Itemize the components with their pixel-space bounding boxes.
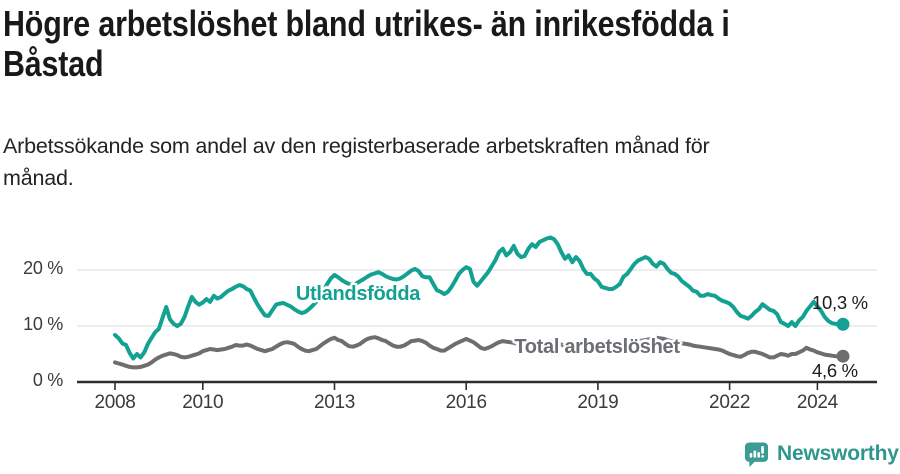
series-end-dot (836, 317, 850, 331)
series-label-total-arbetsloshet: Total arbetslöshet (514, 336, 680, 358)
newsworthy-brand-text: Newsworthy (777, 442, 899, 465)
end-value-label-total: 4,6 % (812, 360, 858, 381)
series-label-utlandsfodda: Utlandsfödda (295, 283, 421, 305)
chart-subtitle: Arbetssökande som andel av den registerb… (3, 134, 710, 190)
end-value-label-utlandsfodda: 10,3 % (812, 292, 868, 313)
newsworthy-brand: Newsworthy (744, 441, 899, 469)
newsworthy-logo-icon (744, 442, 769, 467)
series-line (113, 235, 845, 361)
series-line (113, 335, 845, 370)
series-end-dot (836, 349, 850, 363)
chart-title: Högre arbetslöshet bland utrikes- än inr… (3, 3, 730, 84)
